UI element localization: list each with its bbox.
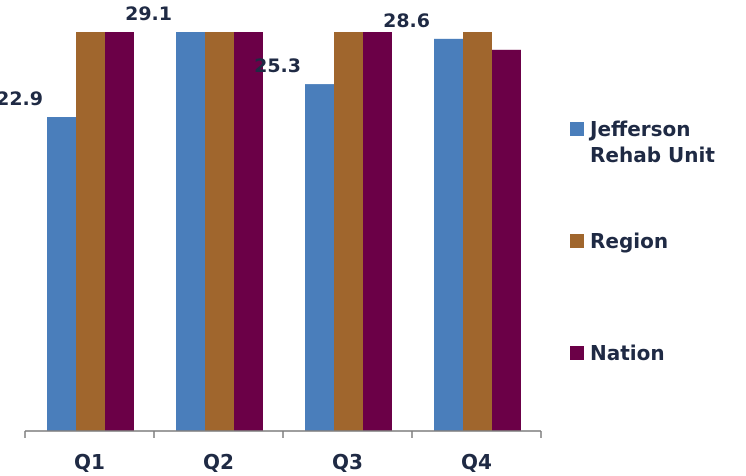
x-tick-label-q2: Q2 <box>203 450 234 474</box>
bar-nation-q2 <box>234 32 263 431</box>
data-label-jefferson-rehab-unit-q2: 29.1 <box>125 3 172 25</box>
legend-swatch-nation <box>570 346 584 360</box>
x-tick-label-q3: Q3 <box>332 450 363 474</box>
legend-label-jefferson-rehab-unit: Jefferson Rehab Unit <box>590 117 715 167</box>
bar-jefferson-rehab-unit-q3 <box>305 84 334 432</box>
bars-group <box>47 32 521 432</box>
x-tick-label-q1: Q1 <box>74 450 105 474</box>
legend-item-jefferson-rehab-unit: Jefferson Rehab Unit <box>570 116 740 168</box>
bar-jefferson-rehab-unit-q1 <box>47 117 76 431</box>
x-tick-label-q4: Q4 <box>461 450 492 474</box>
data-label-jefferson-rehab-unit-q4: 28.6 <box>383 10 430 32</box>
legend-label-region: Region <box>590 229 669 253</box>
bar-nation-q1 <box>105 32 134 431</box>
bar-region-q1 <box>76 32 105 431</box>
bar-region-q3 <box>334 32 363 431</box>
bar-region-q2 <box>205 32 234 431</box>
data-label-jefferson-rehab-unit-q1: 22.9 <box>0 88 43 110</box>
bar-jefferson-rehab-unit-q4 <box>434 38 463 431</box>
legend-swatch-jefferson-rehab-unit <box>570 122 584 136</box>
bar-nation-q3 <box>363 32 392 431</box>
bar-nation-q4 <box>492 49 521 432</box>
legend-label-nation: Nation <box>590 341 665 365</box>
legend-swatch-region <box>570 234 584 248</box>
bar-jefferson-rehab-unit-q2 <box>176 32 205 431</box>
data-label-jefferson-rehab-unit-q3: 25.3 <box>254 55 301 77</box>
legend-item-region: Region <box>570 228 740 254</box>
data-labels-group: 22.9 29.1 25.3 28.6 <box>0 3 430 110</box>
x-axis-ticks: Q1 Q2 Q3 Q4 <box>24 431 542 474</box>
bar-region-q4 <box>463 32 492 431</box>
legend-item-nation: Nation <box>570 340 740 366</box>
